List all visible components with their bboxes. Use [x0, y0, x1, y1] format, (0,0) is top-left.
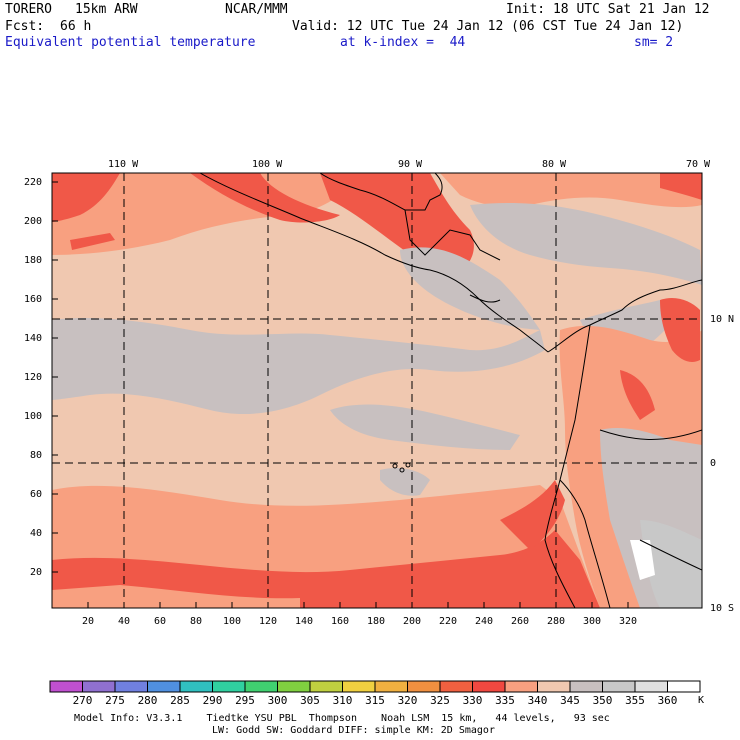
level-info: at k-index = 44 [340, 35, 466, 50]
x-tick: 60 [154, 616, 167, 627]
colorbar-label: 315 [365, 694, 385, 707]
colorbar-swatch [244, 680, 278, 693]
smoothing-info: sm= 2 [634, 35, 674, 50]
x-tick: 20 [82, 616, 95, 627]
colorbar-swatch [504, 680, 538, 693]
x-tick: 260 [511, 616, 530, 627]
x-tick: 40 [118, 616, 131, 627]
x-tick: 80 [190, 616, 203, 627]
colorbar-label: 340 [527, 694, 548, 707]
graticule [52, 173, 702, 608]
colorbar-swatch [634, 680, 668, 693]
colorbar-swatch [439, 680, 473, 693]
lat-label-10s: 10 S [710, 603, 735, 614]
colorbar-swatch [49, 680, 83, 693]
colorbar-swatch [537, 680, 571, 693]
lon-label-80w: 80 W [542, 159, 567, 170]
y-tick: 180 [24, 255, 43, 266]
colorbar-label: 335 [495, 694, 515, 707]
y-tick: 220 [24, 177, 43, 188]
x-tick: 280 [547, 616, 566, 627]
colorbar-swatch [277, 680, 311, 693]
organization: NCAR/MMM [225, 2, 288, 17]
colorbar-label: 270 [72, 694, 93, 707]
x-tick: 220 [439, 616, 458, 627]
y-tick: 120 [24, 372, 43, 383]
x-tick: 140 [295, 616, 314, 627]
valid-time: Valid: 12 UTC Tue 24 Jan 12 (06 CST Tue … [292, 19, 684, 34]
y-tick: 80 [30, 450, 43, 461]
x-tick: 100 [223, 616, 242, 627]
colorbar-label: 285 [170, 694, 190, 707]
colorbar-swatch [114, 680, 148, 693]
colorbar-swatch [472, 680, 506, 693]
colorbar-label: 300 [267, 694, 288, 707]
colorbar-label: 275 [105, 694, 125, 707]
x-tick: 240 [475, 616, 494, 627]
colorbar-swatch [309, 680, 343, 693]
map-frame [51, 172, 703, 609]
x-tick: 120 [259, 616, 278, 627]
lon-label-100w: 100 W [252, 159, 283, 170]
y-tick: 40 [30, 528, 43, 539]
colorbar-label: 325 [430, 694, 450, 707]
y-tick: 200 [24, 216, 43, 227]
colorbar-swatch [342, 680, 376, 693]
colorbar-unit: K [698, 695, 705, 706]
colorbar-swatch [374, 680, 408, 693]
x-tick: 160 [331, 616, 350, 627]
colorbar-swatch [147, 680, 181, 693]
colorbar-label: 310 [332, 694, 353, 707]
x-tick: 320 [619, 616, 638, 627]
colorbar-label: 330 [462, 694, 483, 707]
init-time: Init: 18 UTC Sat 21 Jan 12 [506, 2, 710, 17]
model-name: TORERO [5, 2, 52, 17]
lon-label-70w: 70 W [686, 159, 711, 170]
y-tick: 140 [24, 333, 43, 344]
colorbar-label: 295 [235, 694, 255, 707]
colorbar-swatch [82, 680, 116, 693]
theta-e-field [52, 173, 702, 608]
colorbar-swatch [407, 680, 441, 693]
x-tick: 200 [403, 616, 422, 627]
colorbar-label: 280 [137, 694, 158, 707]
y-tick: 60 [30, 489, 43, 500]
colorbar-swatch [212, 680, 246, 693]
forecast-label: Fcst: [5, 19, 45, 34]
colorbar-swatch [179, 680, 213, 693]
colorbar-swatch [602, 680, 636, 693]
colorbar-label: 350 [592, 694, 613, 707]
lon-label-90w: 90 W [398, 159, 423, 170]
y-tick: 160 [24, 294, 43, 305]
model-resolution: 15km ARW [75, 2, 138, 17]
y-tick: 20 [30, 567, 43, 578]
lon-label-110w: 110 W [108, 159, 139, 170]
forecast-hours: 66 h [60, 19, 92, 34]
lat-label-10n: 10 N [710, 314, 735, 325]
colorbar-label: 360 [657, 694, 678, 707]
model-info-line2: LW: Godd SW: Goddard DIFF: simple KM: 2D… [212, 725, 495, 736]
lat-label-0: 0 [710, 458, 717, 469]
axis-ticks [52, 181, 629, 608]
x-tick: 300 [583, 616, 602, 627]
colorbar-label: 305 [300, 694, 320, 707]
colorbar-swatch [569, 680, 603, 693]
y-tick: 100 [24, 411, 43, 422]
x-tick: 180 [367, 616, 386, 627]
model-info-line1: Model Info: V3.3.1 Tiedtke YSU PBL Thomp… [74, 713, 610, 724]
colorbar-swatch [667, 680, 701, 693]
colorbar-label: 290 [202, 694, 223, 707]
colorbar-label: 320 [397, 694, 418, 707]
colorbar-label: 355 [625, 694, 645, 707]
colorbar-label: 345 [560, 694, 580, 707]
field-name: Equivalent potential temperature [5, 35, 256, 50]
